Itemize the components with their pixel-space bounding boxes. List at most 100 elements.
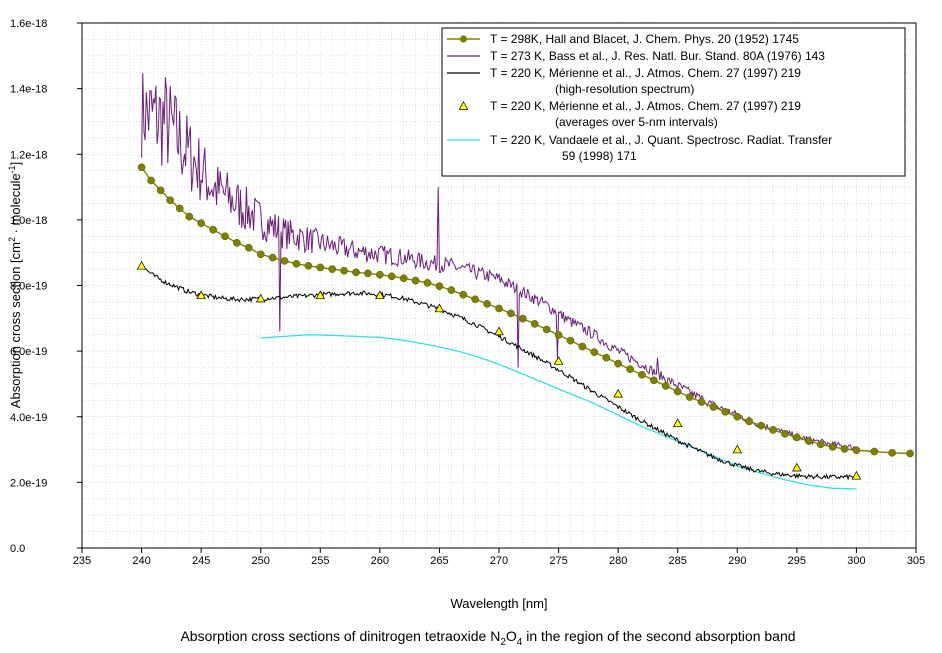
legend-label: T = 220 K, Vandaele et al., J. Quant. Sp…	[490, 133, 832, 147]
data-point-hall-blacet	[233, 238, 241, 247]
data-point-hall-blacet	[268, 253, 277, 262]
data-point-hall-blacet	[816, 440, 825, 449]
data-point-hall-blacet	[757, 421, 765, 430]
x-tick-label: 240	[132, 555, 150, 567]
data-point-merienne-average	[792, 462, 802, 472]
y-axis-title-mid: · molecule	[8, 173, 23, 237]
y-axis-title: Absorption cross section [cm2 · molecule…	[7, 162, 23, 408]
data-point-hall-blacet	[399, 274, 408, 283]
data-point-merienne-average	[613, 388, 623, 398]
data-point-hall-blacet	[745, 417, 754, 426]
data-point-hall-blacet	[411, 276, 420, 285]
legend-label: T = 220 K, Mérienne et al., J. Atmos. Ch…	[490, 66, 801, 80]
legend-label: T = 298K, Hall and Blacet, J. Chem. Phys…	[490, 32, 799, 46]
caption-sub2: 4	[517, 637, 523, 648]
data-point-merienne-average	[255, 293, 266, 303]
x-tick-label: 250	[252, 555, 270, 567]
data-point-hall-blacet	[147, 176, 155, 185]
data-point-hall-blacet	[685, 393, 694, 401]
x-tick-label: 265	[430, 555, 448, 567]
y-axis-title-sup2: -1	[7, 165, 17, 173]
data-point-hall-blacet	[340, 266, 348, 275]
y-tick-label: 1.6e-18	[10, 18, 47, 30]
data-point-merienne-average	[315, 290, 326, 300]
data-point-hall-blacet	[352, 268, 360, 277]
data-point-hall-blacet	[507, 309, 515, 318]
data-point-hall-blacet	[209, 225, 217, 234]
data-point-hall-blacet	[733, 412, 742, 421]
x-tick-label: 305	[907, 555, 925, 567]
data-point-hall-blacet	[721, 407, 730, 416]
data-point-hall-blacet	[376, 270, 384, 279]
legend-label: T = 220 K, Mérienne et al., J. Atmos. Ch…	[490, 99, 801, 113]
chart-caption: Absorption cross sections of dinitrogen …	[180, 628, 795, 648]
legend-label: (high-resolution spectrum)	[555, 82, 694, 96]
x-tick-label: 300	[847, 555, 865, 567]
caption-suffix: in the region of the second absorption b…	[522, 628, 795, 644]
x-tick-label: 255	[311, 555, 329, 567]
data-point-hall-blacet	[197, 219, 205, 228]
data-point-hall-blacet	[221, 232, 229, 241]
data-point-hall-blacet	[423, 279, 432, 287]
data-point-hall-blacet	[435, 282, 444, 291]
caption-sub1: 2	[500, 637, 506, 648]
caption-prefix: Absorption cross sections of dinitrogen …	[180, 628, 500, 644]
data-point-hall-blacet	[328, 265, 337, 273]
data-point-hall-blacet	[852, 446, 861, 455]
legend-label: 59 (1998) 171	[562, 149, 637, 163]
data-point-merienne-average	[196, 290, 206, 300]
x-tick-labels: 235 240 245 250 255 260 265 270 275 280 285 290 295 3…	[73, 555, 925, 567]
x-tick-label: 290	[728, 555, 746, 567]
data-point-hall-blacet	[364, 269, 372, 278]
data-point-hall-blacet	[781, 429, 789, 438]
data-point-hall-blacet	[906, 449, 914, 458]
y-tick-label: 0.0	[10, 543, 25, 555]
x-tick-label: 275	[549, 555, 567, 567]
x-tick-label: 280	[609, 555, 627, 567]
data-point-hall-blacet	[244, 243, 253, 252]
x-tick-label: 295	[788, 555, 806, 567]
data-point-hall-blacet	[316, 263, 325, 272]
x-axis-title: Wavelength [nm]	[450, 596, 547, 611]
x-tick-label: 245	[192, 555, 210, 567]
data-point-hall-blacet	[447, 286, 456, 294]
data-point-hall-blacet	[870, 447, 879, 456]
data-point-hall-blacet	[137, 163, 146, 172]
data-point-hall-blacet	[530, 320, 539, 328]
data-point-hall-blacet	[828, 443, 837, 451]
data-point-hall-blacet	[459, 290, 468, 299]
data-point-merienne-average	[732, 444, 743, 454]
y-tick-label: 4.0e-19	[10, 412, 47, 424]
data-point-hall-blacet	[590, 348, 599, 356]
axis-ticks	[77, 22, 917, 553]
data-point-hall-blacet	[840, 445, 849, 453]
data-point-hall-blacet	[638, 370, 646, 379]
data-point-hall-blacet	[554, 331, 563, 339]
y-tick-label: 1.2e-18	[10, 149, 47, 161]
data-point-hall-blacet	[280, 257, 289, 265]
data-point-hall-blacet	[614, 359, 622, 368]
data-point-merienne-average	[672, 418, 683, 428]
data-point-hall-blacet	[495, 304, 503, 313]
legend-box	[441, 27, 906, 177]
data-point-hall-blacet	[697, 398, 706, 406]
data-point-hall-blacet	[542, 325, 551, 334]
data-point-hall-blacet	[292, 259, 301, 268]
legend-label: (averages over 5-nm intervals)	[555, 115, 718, 129]
data-point-hall-blacet	[661, 382, 670, 390]
data-point-hall-blacet	[793, 433, 801, 442]
y-tick-label: 2.0e-19	[10, 477, 47, 489]
data-point-hall-blacet	[518, 314, 527, 323]
series-line-vandaele-220k	[260, 334, 857, 490]
data-point-hall-blacet	[709, 403, 718, 411]
y-tick-label: 8.0e-19	[10, 281, 47, 293]
y-tick-labels: 0.0 2.0e-19 4.0e-19 6.0e-19 8.0e-19 1.0e-18 1.…	[10, 18, 47, 555]
data-point-hall-blacet	[769, 426, 777, 434]
y-tick-label: 6.0e-19	[10, 346, 47, 358]
y-axis-title-sup1: 2	[7, 237, 17, 242]
data-point-hall-blacet	[304, 261, 313, 270]
data-point-hall-blacet	[602, 353, 611, 362]
data-point-merienne-average	[375, 290, 385, 300]
data-point-hall-blacet	[673, 387, 682, 396]
